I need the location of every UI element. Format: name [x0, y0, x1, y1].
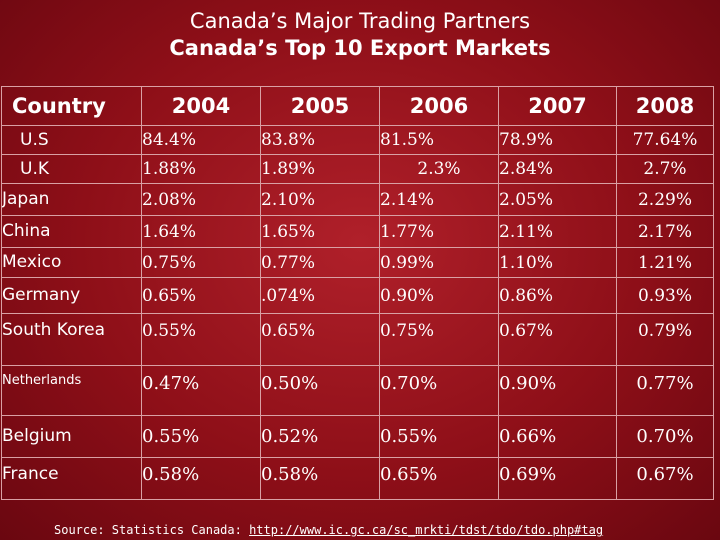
value-cell: 0.67% — [616, 457, 714, 500]
value-cell: 77.64% — [616, 125, 714, 155]
table-row: Belgium 0.55% 0.52% 0.55% 0.66% 0.70% — [1, 415, 714, 458]
source-label: Source: Statistics Canada: — [54, 523, 242, 537]
value-cell: 0.77% — [616, 365, 714, 416]
country-cell: China — [1, 215, 142, 248]
value-cell: 83.8% — [260, 125, 380, 155]
value-cell: 1.64% — [141, 215, 261, 248]
value-cell: 0.65% — [260, 313, 380, 366]
value-cell: 0.67% — [498, 313, 617, 366]
export-markets-table: Country 2004 2005 2006 2007 2008 U.S 84.… — [1, 86, 714, 500]
table-row: Mexico 0.75% 0.77% 0.99% 1.10% 1.21% — [1, 247, 714, 278]
value-cell: 0.79% — [616, 313, 714, 366]
source-link[interactable]: http://www.ic.gc.ca/sc_mrkti/tdst/tdo/td… — [249, 523, 604, 537]
value-cell: 2.11% — [498, 215, 617, 248]
table-row: China 1.64% 1.65% 1.77% 2.11% 2.17% — [1, 215, 714, 248]
value-cell: 0.58% — [260, 457, 380, 500]
value-cell: 84.4% — [141, 125, 261, 155]
value-cell: 2.14% — [379, 183, 499, 216]
table-row: Germany 0.65% .074% 0.90% 0.86% 0.93% — [1, 277, 714, 314]
country-cell: Mexico — [1, 247, 142, 278]
title-line-1: Canada’s Major Trading Partners — [189, 9, 531, 33]
country-cell: Netherlands — [1, 365, 142, 416]
country-cell: U.S — [1, 125, 142, 155]
value-cell: 0.69% — [498, 457, 617, 500]
table-row: Japan 2.08% 2.10% 2.14% 2.05% 2.29% — [1, 183, 714, 216]
value-cell: 0.55% — [141, 313, 261, 366]
value-cell: 1.21% — [616, 247, 714, 278]
value-cell: 0.93% — [616, 277, 714, 314]
value-cell: 0.55% — [141, 415, 261, 458]
column-header-2004: 2004 — [141, 86, 261, 126]
value-cell: 2.84% — [498, 154, 617, 184]
value-cell: 2.05% — [498, 183, 617, 216]
value-cell: 81.5% — [379, 125, 499, 155]
value-cell: 0.77% — [260, 247, 380, 278]
value-cell: 0.75% — [141, 247, 261, 278]
table-row: U.K 1.88% 1.89% 2.3% 2.84% 2.7% — [1, 154, 714, 184]
column-header-2008: 2008 — [616, 86, 714, 126]
country-cell: U.K — [1, 154, 142, 184]
value-cell: 0.86% — [498, 277, 617, 314]
value-cell: 0.90% — [379, 277, 499, 314]
source-note: Source: Statistics Canada: http://www.ic… — [54, 523, 603, 537]
value-cell: 0.70% — [379, 365, 499, 416]
slide-title: Canada’s Major Trading Partners Canada’s… — [0, 8, 720, 62]
value-cell: 1.89% — [260, 154, 380, 184]
value-cell: 0.70% — [616, 415, 714, 458]
country-cell: South Korea — [1, 313, 142, 366]
value-cell: 0.90% — [498, 365, 617, 416]
value-cell: 2.17% — [616, 215, 714, 248]
country-cell: Belgium — [1, 415, 142, 458]
value-cell: 0.50% — [260, 365, 380, 416]
value-cell: 2.3% — [379, 154, 499, 184]
value-cell: .074% — [260, 277, 380, 314]
value-cell: 0.52% — [260, 415, 380, 458]
value-cell: 0.65% — [379, 457, 499, 500]
value-cell: 0.55% — [379, 415, 499, 458]
value-cell: 2.08% — [141, 183, 261, 216]
table-row: Netherlands 0.47% 0.50% 0.70% 0.90% 0.77… — [1, 365, 714, 416]
title-line-2: Canada’s Top 10 Export Markets — [169, 36, 551, 60]
value-cell: 0.99% — [379, 247, 499, 278]
country-cell: Germany — [1, 277, 142, 314]
table-header-row: Country 2004 2005 2006 2007 2008 — [1, 86, 714, 126]
table-row: South Korea 0.55% 0.65% 0.75% 0.67% 0.79… — [1, 313, 714, 366]
table-row: U.S 84.4% 83.8% 81.5% 78.9% 77.64% — [1, 125, 714, 155]
value-cell: 0.66% — [498, 415, 617, 458]
column-header-2006: 2006 — [379, 86, 499, 126]
value-cell: 0.65% — [141, 277, 261, 314]
value-cell: 0.75% — [379, 313, 499, 366]
value-cell: 1.77% — [379, 215, 499, 248]
column-header-2005: 2005 — [260, 86, 380, 126]
value-cell: 1.10% — [498, 247, 617, 278]
country-cell: France — [1, 457, 142, 500]
column-header-country: Country — [1, 86, 142, 126]
value-cell: 1.65% — [260, 215, 380, 248]
country-cell: Japan — [1, 183, 142, 216]
value-cell: 0.58% — [141, 457, 261, 500]
value-cell: 2.10% — [260, 183, 380, 216]
column-header-2007: 2007 — [498, 86, 617, 126]
value-cell: 78.9% — [498, 125, 617, 155]
value-cell: 1.88% — [141, 154, 261, 184]
value-cell: 0.47% — [141, 365, 261, 416]
value-cell: 2.29% — [616, 183, 714, 216]
value-cell: 2.7% — [616, 154, 714, 184]
table-row: France 0.58% 0.58% 0.65% 0.69% 0.67% — [1, 457, 714, 500]
